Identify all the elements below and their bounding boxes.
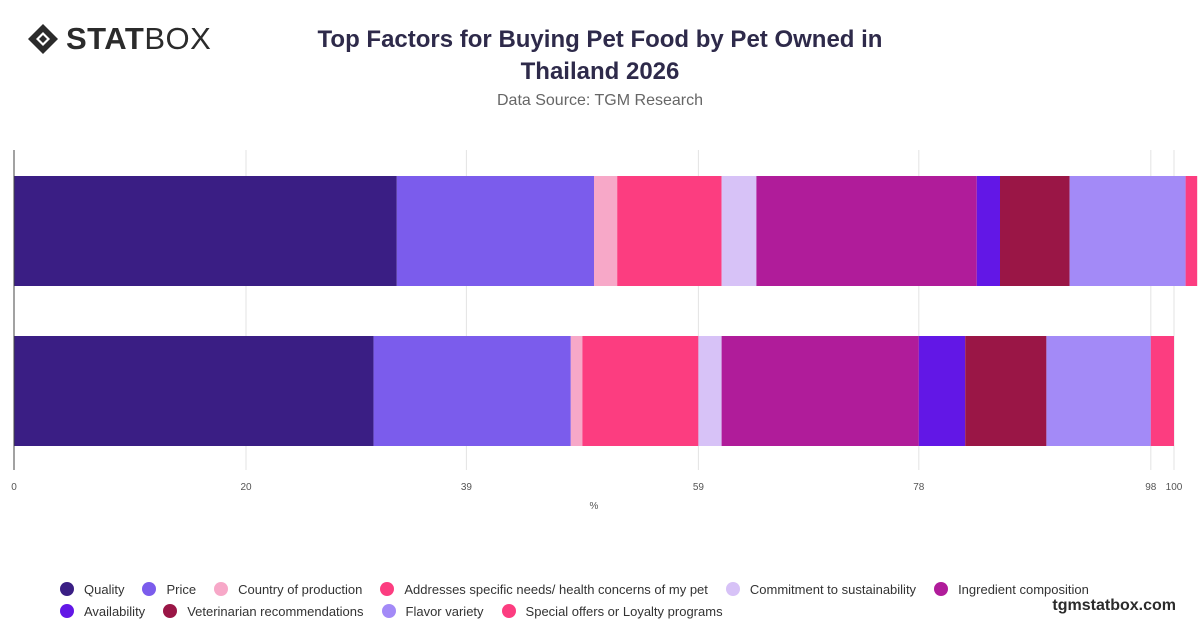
- bar-segment-0-4: [721, 176, 757, 286]
- legend-item[interactable]: Special offers or Loyalty programs: [501, 600, 723, 622]
- legend-swatch: [60, 604, 74, 618]
- bar-segment-1-4: [698, 336, 722, 446]
- legend-item[interactable]: Commitment to sustainability: [725, 578, 917, 600]
- legend-swatch: [501, 604, 516, 618]
- legend-item[interactable]: Quality: [60, 578, 124, 600]
- legend-swatch: [214, 582, 229, 596]
- legend-label: Availability: [84, 603, 146, 619]
- x-tick-label-5: 98: [1145, 482, 1157, 493]
- chart-title-line-2: Thailand 2026: [520, 58, 680, 85]
- legend-swatch: [725, 582, 740, 596]
- x-axis-label: %: [590, 501, 599, 512]
- x-tick-label-3: 59: [693, 482, 705, 493]
- legend-label: Flavor variety: [405, 603, 484, 619]
- bar-segment-0-2: [594, 176, 618, 286]
- bar-segment-0-1: [396, 176, 594, 286]
- legend-label: Commitment to sustainability: [749, 581, 917, 597]
- legend-swatch: [163, 604, 178, 618]
- legend-item[interactable]: Availability: [60, 600, 145, 622]
- x-tick-label-2: 39: [461, 482, 473, 493]
- x-tick-label-6: 100: [1166, 482, 1183, 493]
- legend-swatch: [934, 582, 949, 596]
- legend-item[interactable]: Veterinarian recommendations: [163, 600, 364, 622]
- legend-label: Price: [166, 581, 197, 597]
- chart-title-line-1: Top Factors for Buying Pet Food by Pet O…: [317, 26, 883, 53]
- bar-segment-1-1: [373, 336, 571, 446]
- legend-label: Veterinarian recommendations: [187, 603, 364, 619]
- legend-label: Ingredient composition: [958, 581, 1089, 597]
- legend-label: Country of production: [238, 581, 363, 597]
- bar-segment-0-7: [1000, 176, 1070, 286]
- legend-swatch: [381, 604, 396, 618]
- legend-item[interactable]: Flavor variety: [381, 600, 484, 622]
- legend-label: Quality: [84, 581, 125, 597]
- bar-segment-1-0: [14, 336, 374, 446]
- bar-segment-1-6: [918, 336, 966, 446]
- bar-segment-1-3: [582, 336, 699, 446]
- bar-segment-1-9: [1150, 336, 1174, 446]
- chart-subtitle: Data Source: TGM Research: [496, 92, 703, 109]
- bar-segment-0-8: [1069, 176, 1186, 286]
- legend-item[interactable]: Ingredient composition: [934, 578, 1089, 600]
- bar-segment-0-9: [1185, 176, 1198, 286]
- x-tick-label-1: 20: [240, 482, 252, 493]
- chart-title: Top Factors for Buying Pet Food by Pet O…: [300, 24, 900, 88]
- bar-segment-1-5: [721, 336, 919, 446]
- legend-item[interactable]: Country of production: [214, 578, 362, 600]
- bar-segment-1-2: [570, 336, 583, 446]
- x-tick-label-0: 0: [11, 482, 17, 493]
- bar-segment-0-5: [756, 176, 977, 286]
- chart-legend: Quality Price Country of production Address…: [60, 578, 1120, 622]
- legend-label: Addresses specific needs/ health concern…: [404, 581, 708, 597]
- x-tick-label-4: 78: [913, 482, 925, 493]
- legend-swatch: [142, 582, 157, 596]
- legend-label: Special offers or Loyalty programs: [525, 603, 723, 619]
- statbox-logo: STATBOX: [26, 22, 211, 56]
- stacked-bar-chart: 0 20 39 59 78 98 100%: [11, 150, 1198, 512]
- footer-brand[interactable]: tgmstatbox.com: [1052, 597, 1176, 614]
- bar-segment-1-7: [965, 336, 1047, 446]
- bar-segment-1-8: [1046, 336, 1151, 446]
- statbox-logo-icon: [28, 24, 58, 54]
- legend-swatch: [60, 582, 74, 596]
- bar-segment-0-3: [617, 176, 722, 286]
- bar-segment-0-0: [14, 176, 397, 286]
- legend-item[interactable]: Addresses specific needs/ health concern…: [380, 578, 708, 600]
- logo-wordmark: STATBOX: [66, 21, 212, 56]
- legend-swatch: [380, 582, 395, 596]
- legend-item[interactable]: Price: [142, 578, 196, 600]
- bar-segment-0-6: [976, 176, 1000, 286]
